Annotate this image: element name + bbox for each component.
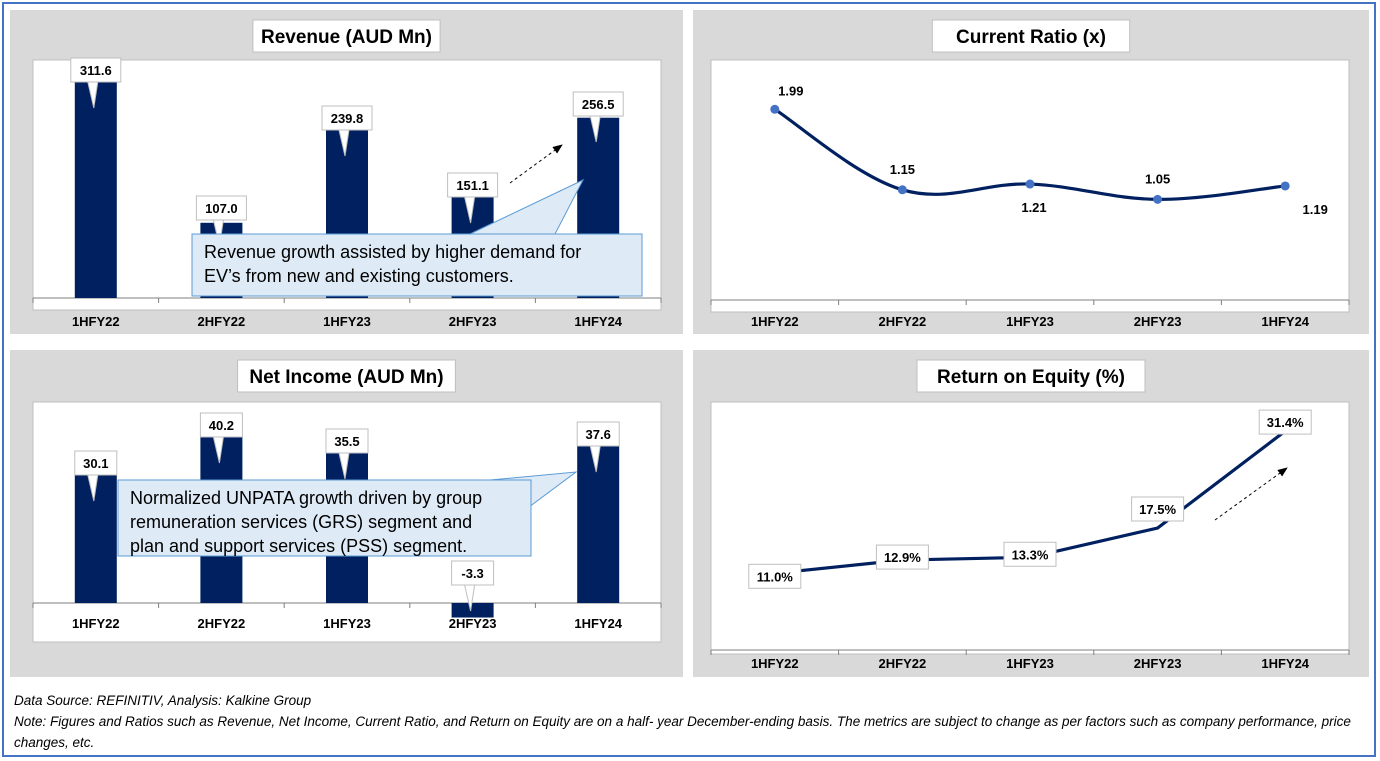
chart-title-box [916,359,1146,393]
bar [577,437,620,603]
data-label-box [325,428,369,454]
x-tick-label: 2HFY23 [1134,656,1182,671]
data-point [897,185,907,195]
annotation-text-line: Normalized UNPATA growth driven by group [130,488,482,508]
x-tick-label: 2HFY22 [198,314,246,329]
data-label: 35.5 [334,434,359,449]
data-label: 17.5% [1139,502,1176,517]
revenue-svg: Revenue (AUD Mn) 1HFY22 2HFY22 1HFY23 2HFY23… [32,19,662,329]
bar [74,78,117,298]
x-tick-label: 1HFY23 [1006,656,1054,671]
x-tick-label: 1HFY23 [323,616,371,631]
data-label: 30.1 [83,456,108,471]
data-label-box [195,195,247,221]
data-label: -3.3 [461,566,483,581]
chart-title-box [252,19,441,53]
net_income-svg: Net Income (AUD Mn) 1HFY22 2HFY22 1HFY23 2HF… [32,359,662,643]
data-label-box [572,91,624,117]
x-tick-label: 2HFY23 [1134,314,1182,329]
chart-title: Return on Equity (%) [937,367,1125,388]
data-label: 107.0 [205,201,238,216]
annotation-box [191,233,643,297]
data-label-box [875,544,929,570]
chart-title: Net Income (AUD Mn) [249,367,443,388]
x-tick-label: 2HFY22 [879,314,927,329]
data-source: Data Source: REFINITIV, Analysis: Kalkin… [14,693,312,708]
roe-chart: Return on Equity (%) 1HFY22 2HFY22 1HFY23 2H… [693,350,1369,677]
x-tick-label: 2HFY22 [198,616,246,631]
data-point [1280,181,1290,191]
data-label: 40.2 [209,418,234,433]
bar [451,603,494,618]
data-label-box [199,412,243,438]
x-tick-label: 1HFY22 [72,616,120,631]
plot-area [710,401,1350,655]
x-tick-label: 1HFY24 [574,314,622,329]
annotation-text-line: Revenue growth assisted by higher demand… [204,242,581,262]
data-label: 1.21 [1021,200,1046,215]
x-tick-label: 2HFY23 [449,314,497,329]
x-tick-label: 1HFY24 [574,616,622,631]
annotation-text-line: remuneration services (GRS) segment and [130,512,472,532]
footnote: Note: Figures and Ratios such as Revenue… [14,714,1351,750]
data-label-box [451,560,495,586]
revenue-chart: Revenue (AUD Mn) 1HFY22 2HFY22 1HFY23 2HFY23… [10,10,683,334]
data-label-box [1131,496,1185,522]
data-label: 151.1 [456,178,489,193]
chart-title: Revenue (AUD Mn) [261,27,432,48]
data-label: 256.5 [582,97,615,112]
data-label-box [576,421,620,447]
data-label: 1.19 [1303,202,1328,217]
annotation-text-line: plan and support services (PSS) segment. [130,536,467,556]
data-label: 1.99 [778,83,803,98]
data-label-box [748,563,802,589]
x-tick-label: 2HFY22 [879,656,927,671]
data-label-box [74,450,118,476]
data-label: 12.9% [884,550,921,565]
data-label: 31.4% [1267,415,1304,430]
x-tick-label: 1HFY24 [1261,656,1309,671]
roe-svg: Return on Equity (%) 1HFY22 2HFY22 1HFY23 2H… [710,359,1350,671]
net-income-chart: Net Income (AUD Mn) 1HFY22 2HFY22 1HFY23 2HF… [10,350,683,677]
data-label: 1.05 [1145,171,1170,186]
bar [74,470,117,603]
data-point [770,104,780,114]
data-label-box [321,105,373,131]
annotation-box [117,479,532,557]
data-label: 11.0% [757,569,794,584]
data-label: 1.15 [890,162,915,177]
annotation-text-line: EV’s from new and existing customers. [204,266,514,286]
current_ratio-svg: Current Ratio (x) 1HFY22 2HFY22 1HFY23 2HFY2… [710,19,1350,329]
chart-title-box [237,359,456,393]
data-label: 311.6 [80,63,112,78]
data-label-box [447,172,499,198]
data-label-box [1003,541,1057,567]
chart-title-box [931,19,1131,53]
data-label: 13.3% [1012,547,1049,562]
chart-title: Current Ratio (x) [956,27,1106,48]
x-tick-label: 1HFY22 [751,656,799,671]
x-tick-label: 1HFY22 [751,314,799,329]
x-tick-label: 1HFY22 [72,314,120,329]
x-tick-label: 1HFY23 [323,314,371,329]
x-tick-label: 2HFY23 [449,616,497,631]
x-tick-label: 1HFY23 [1006,314,1054,329]
data-point [1153,194,1163,204]
data-label: 239.8 [331,111,364,126]
data-label-box [70,57,122,83]
current-ratio-chart: Current Ratio (x) 1HFY22 2HFY22 1HFY23 2HFY2… [693,10,1369,334]
footer-notes: Data Source: REFINITIV, Analysis: Kalkin… [14,690,1364,753]
trend-arrow [509,144,563,184]
trend-arrow [1214,467,1288,521]
data-point [1025,179,1035,189]
data-label: 37.6 [586,427,611,442]
x-tick-label: 1HFY24 [1261,314,1309,329]
data-label-box [1258,409,1312,435]
